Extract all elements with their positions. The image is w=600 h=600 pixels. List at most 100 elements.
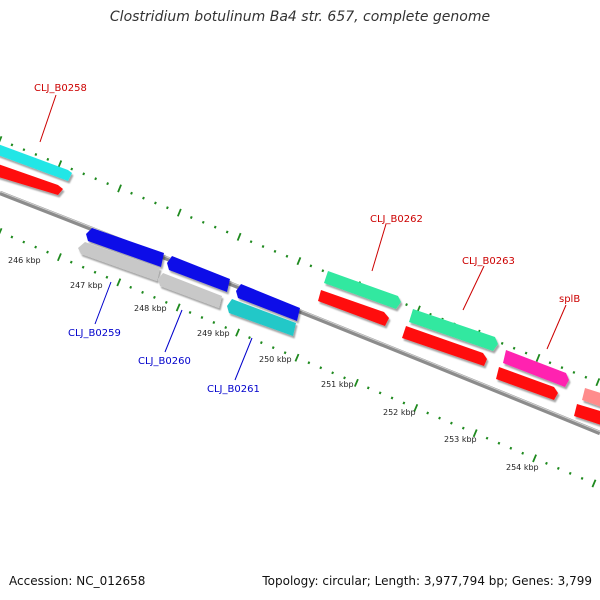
gene-label-clj-b0263: CLJ_B0263 bbox=[462, 256, 515, 267]
outer-tick-mark bbox=[117, 184, 122, 193]
gene-label-clj-b0258: CLJ_B0258 bbox=[34, 83, 87, 94]
inner-tick-mark bbox=[116, 278, 122, 287]
leader-clj-b0261 bbox=[234, 337, 253, 381]
inner-tick-mark bbox=[57, 253, 62, 262]
inner-tick-mark bbox=[212, 321, 216, 325]
inner-tick-mark bbox=[532, 454, 537, 463]
outer-tick-mark bbox=[106, 182, 109, 186]
inner-tick-mark bbox=[81, 265, 85, 269]
inner-tick-mark bbox=[366, 386, 370, 390]
accession-text: Accession: NC_012658 bbox=[9, 574, 146, 588]
inner-tick-mark bbox=[509, 446, 513, 450]
leader-splb bbox=[546, 304, 567, 350]
inner-tick-mark bbox=[497, 441, 501, 445]
inner-tick-mark bbox=[129, 285, 133, 289]
inner-tick-mark bbox=[175, 303, 181, 312]
gene-cyan-arrow[interactable] bbox=[0, 143, 72, 181]
gene-clj-b0261-arrow[interactable] bbox=[227, 299, 296, 336]
map-title: Clostridium botulinum Ba4 str. 657, comp… bbox=[109, 9, 491, 25]
inner-tick-mark bbox=[556, 466, 560, 470]
outer-tick-mark bbox=[548, 361, 552, 365]
gene-red-arrow-3[interactable] bbox=[402, 326, 487, 366]
inner-tick-mark bbox=[69, 260, 73, 264]
inner-tick-mark bbox=[331, 371, 335, 375]
inner-tick-mark bbox=[568, 471, 572, 475]
outer-tick-mark bbox=[236, 232, 242, 241]
scale-label-249: 249 kbp bbox=[197, 329, 230, 338]
inner-tick-mark bbox=[235, 328, 240, 337]
leader-clj-b0258 bbox=[39, 94, 57, 143]
outer-tick-mark bbox=[261, 245, 265, 249]
inner-tick-mark bbox=[402, 401, 406, 405]
inner-tick-mark bbox=[105, 275, 109, 279]
genome-backbone-highlight bbox=[0, 191, 600, 432]
inner-tick-mark bbox=[580, 476, 584, 480]
outer-tick-mark bbox=[595, 378, 600, 387]
inner-tick-mark bbox=[188, 310, 192, 314]
outer-tick-mark bbox=[321, 269, 325, 273]
scale-label-251: 251 kbp bbox=[321, 380, 354, 389]
outer-tick-mark bbox=[273, 249, 277, 253]
inner-tick-mark bbox=[472, 429, 478, 438]
gene-clj-b0260-arrow[interactable] bbox=[158, 273, 222, 308]
outer-tick-mark bbox=[154, 201, 157, 205]
inner-tick-mark bbox=[450, 421, 453, 425]
gene-red-arrow-2[interactable] bbox=[318, 290, 389, 326]
inner-tick-mark bbox=[10, 235, 14, 239]
outer-tick-mark bbox=[560, 366, 564, 370]
gene-splb-arrow[interactable] bbox=[503, 350, 569, 387]
outer-tick-mark bbox=[130, 191, 133, 195]
inner-tick-mark bbox=[141, 290, 144, 294]
outer-tick-mark bbox=[296, 257, 302, 266]
outer-tick-mark bbox=[524, 351, 528, 355]
inner-tick-mark bbox=[591, 479, 597, 488]
gene-blue-arrow-2[interactable] bbox=[167, 256, 230, 292]
outer-tick-mark bbox=[46, 157, 50, 161]
inner-tick-mark bbox=[200, 315, 204, 319]
outer-tick-mark bbox=[34, 153, 38, 157]
outer-tick-mark bbox=[285, 254, 289, 258]
gene-red-arrow-5[interactable] bbox=[574, 404, 600, 428]
inner-tick-mark bbox=[426, 411, 430, 415]
inner-tick-mark bbox=[22, 240, 26, 244]
inner-tick-mark bbox=[34, 245, 38, 249]
inner-tick-mark bbox=[378, 391, 382, 395]
inner-tick-mark bbox=[271, 346, 275, 350]
inner-tick-mark bbox=[307, 361, 311, 365]
inner-tick-mark bbox=[248, 336, 251, 340]
gene-red-arrow[interactable] bbox=[0, 163, 63, 195]
inner-tick-mark bbox=[319, 366, 323, 370]
gene-red-arrow-4[interactable] bbox=[496, 367, 558, 400]
gene-clj-b0262-arrow[interactable] bbox=[324, 271, 401, 309]
leader-clj-b0260 bbox=[164, 309, 183, 353]
inner-tick-mark bbox=[46, 250, 49, 254]
inner-tick-mark bbox=[413, 403, 419, 413]
gene-clj-b0263-arrow[interactable] bbox=[409, 309, 498, 351]
gene-blue-arrow-3[interactable] bbox=[236, 284, 300, 321]
gene-label-clj-b0262: CLJ_B0262 bbox=[370, 214, 423, 225]
gene-gray-arrow-1[interactable] bbox=[78, 242, 160, 281]
outer-tick-mark bbox=[0, 135, 3, 143]
outer-tick-mark bbox=[177, 208, 182, 217]
genome-summary-text: Topology: circular; Length: 3,977,794 bp… bbox=[262, 574, 592, 588]
inner-tick-ring bbox=[0, 227, 597, 488]
gene-label-clj-b0260: CLJ_B0260 bbox=[138, 356, 191, 367]
outer-tick-mark bbox=[142, 196, 145, 200]
genome-backbone bbox=[0, 190, 600, 436]
outer-tick-mark bbox=[166, 206, 169, 210]
gene-clj-b0259-arrow[interactable] bbox=[86, 228, 164, 267]
gene-label-clj-b0261: CLJ_B0261 bbox=[207, 384, 260, 395]
scale-label-252: 252 kbp bbox=[383, 408, 416, 417]
outer-tick-mark bbox=[70, 167, 74, 171]
leader-clj-b0259 bbox=[94, 281, 112, 325]
outer-tick-mark bbox=[405, 303, 408, 307]
gene-pink-arrow[interactable] bbox=[582, 388, 600, 410]
scale-label-250: 250 kbp bbox=[259, 355, 292, 364]
outer-tick-mark bbox=[94, 177, 98, 181]
inner-tick-mark bbox=[545, 461, 548, 465]
inner-tick-mark bbox=[521, 451, 525, 455]
scale-label-248: 248 kbp bbox=[134, 304, 167, 313]
inner-tick-mark bbox=[343, 376, 346, 380]
outer-tick-mark bbox=[500, 341, 504, 345]
inner-tick-mark bbox=[164, 300, 168, 304]
